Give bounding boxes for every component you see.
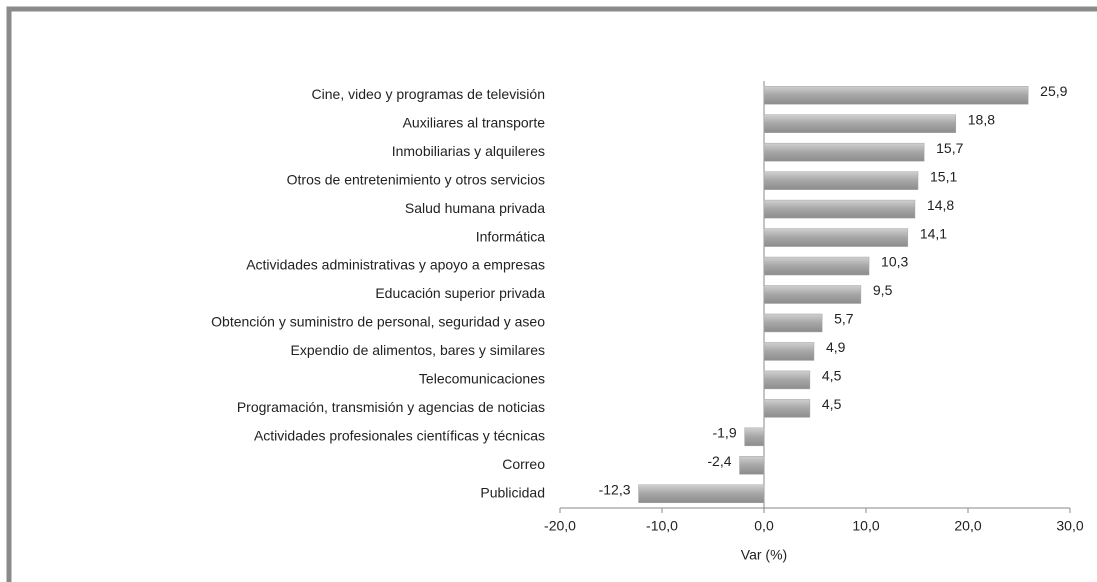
category-label: Telecomunicaciones: [419, 371, 545, 387]
category-label: Actividades administrativas y apoyo a em…: [246, 257, 545, 273]
x-tick-label: 0,0: [754, 518, 774, 534]
x-tick-label: 10,0: [852, 518, 879, 534]
category-label: Cine, video y programas de televisión: [312, 86, 545, 102]
bar: [763, 142, 925, 162]
category-label: Correo: [502, 456, 545, 472]
x-tick-label: -20,0: [544, 518, 576, 534]
value-label: -1,9: [712, 425, 736, 441]
category-label: Auxiliares al transporte: [403, 114, 546, 130]
value-label: -12,3: [599, 481, 631, 497]
x-tick-label: 30,0: [1056, 518, 1083, 534]
bar: [763, 399, 811, 418]
value-label: 15,7: [936, 140, 963, 156]
bar: [763, 285, 862, 304]
bar: [638, 484, 765, 504]
value-label: 25,9: [1040, 83, 1067, 99]
value-label: 10,3: [881, 254, 908, 270]
value-label: 15,1: [930, 168, 957, 184]
category-label: Salud humana privada: [405, 200, 545, 216]
value-label: 18,8: [968, 111, 995, 127]
category-label: Informática: [476, 228, 545, 244]
value-label: 5,7: [834, 311, 854, 327]
bar: [744, 427, 765, 447]
value-label: -2,4: [707, 453, 731, 469]
bar: [763, 256, 870, 276]
frame: [6, 6, 1097, 582]
category-label: Actividades profesionales científicas y …: [254, 428, 545, 444]
value-label: 14,8: [927, 197, 954, 213]
value-label: 4,5: [822, 396, 842, 412]
category-label: Educación superior privada: [375, 285, 545, 301]
bar: [739, 456, 765, 475]
bar: [763, 171, 919, 190]
category-label: Programación, transmisión y agencias de …: [237, 399, 545, 415]
category-label: Inmobiliarias y alquileres: [392, 143, 545, 159]
bar: [763, 114, 957, 133]
value-label: 4,5: [822, 368, 842, 384]
bar: [763, 313, 823, 333]
bar: [763, 370, 811, 390]
category-label: Expendio de alimentos, bares y similares: [291, 342, 545, 358]
bar: [763, 342, 815, 361]
category-label: Publicidad: [480, 484, 545, 500]
value-label: 9,5: [873, 282, 893, 298]
category-label: Obtención y suministro de personal, segu…: [211, 314, 545, 330]
bar: [763, 228, 909, 247]
bar: [763, 85, 1029, 105]
value-label: 4,9: [826, 339, 846, 355]
bar: [763, 199, 916, 219]
value-label: 14,1: [920, 225, 947, 241]
x-axis-label: Var (%): [741, 547, 787, 563]
x-tick-label: -10,0: [646, 518, 678, 534]
x-tick-label: 20,0: [954, 518, 981, 534]
category-label: Otros de entretenimiento y otros servici…: [287, 171, 545, 187]
